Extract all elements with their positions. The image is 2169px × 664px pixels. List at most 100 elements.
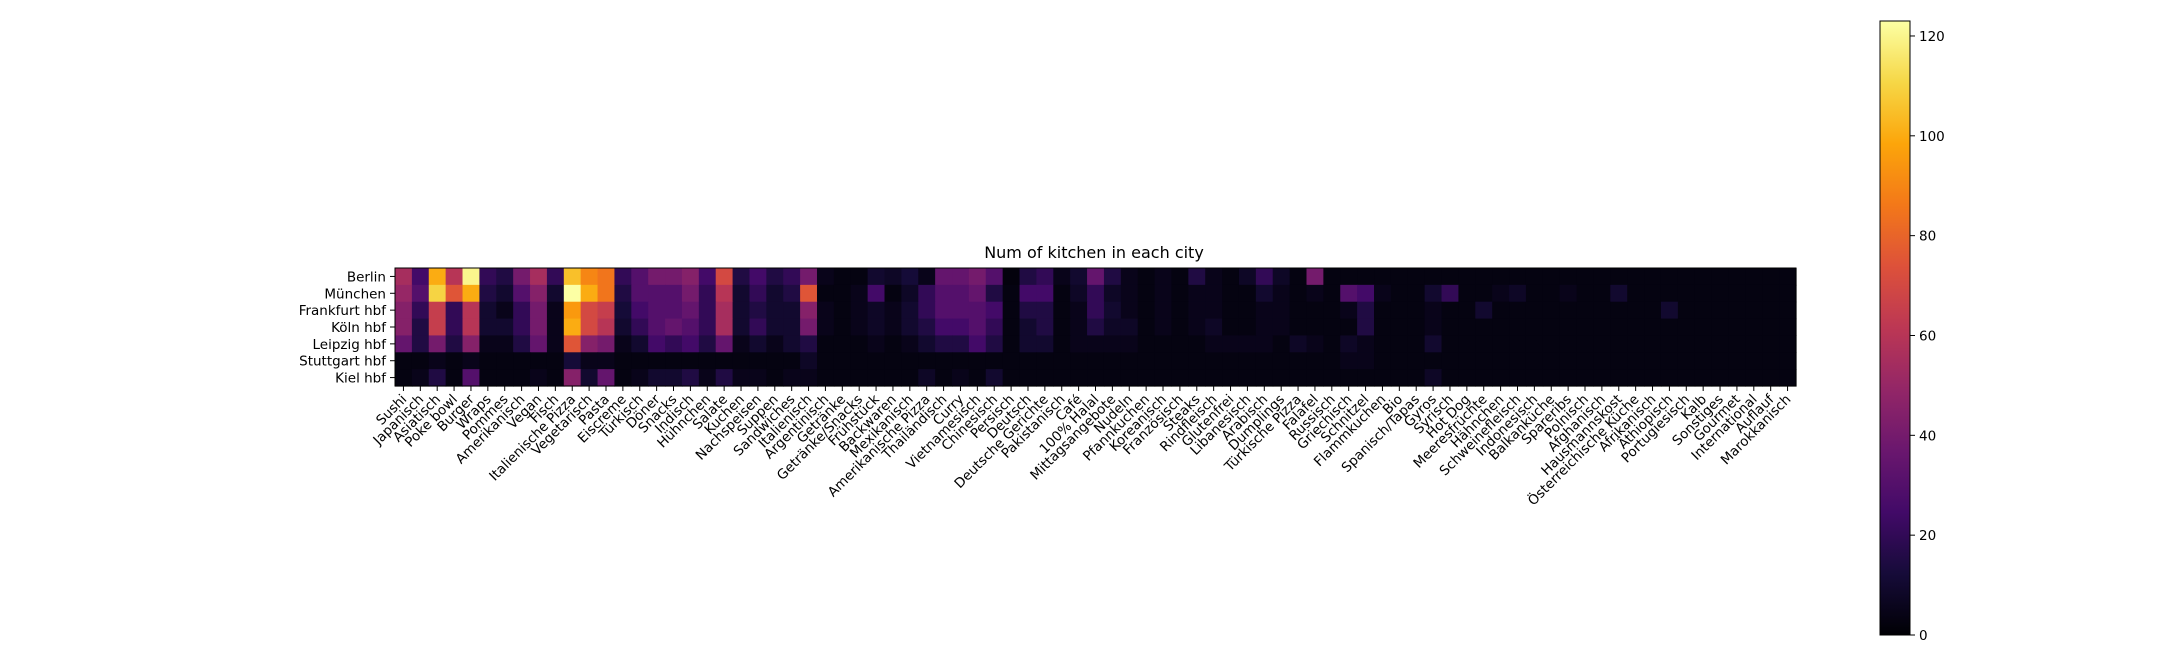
- heatmap-cell: [1103, 284, 1122, 303]
- heatmap-cell: [1644, 352, 1662, 370]
- heatmap-cell: [1711, 335, 1730, 353]
- heatmap-cell: [1205, 352, 1223, 370]
- heatmap-cell: [445, 369, 464, 387]
- heatmap-cell: [513, 284, 531, 303]
- heatmap-cell: [428, 369, 447, 387]
- heatmap-cell: [648, 301, 666, 320]
- heatmap-cell: [513, 318, 531, 337]
- heatmap-cell: [867, 301, 886, 320]
- heatmap-cell: [1644, 268, 1662, 286]
- heatmap-cell: [1357, 301, 1375, 320]
- heatmap-cell: [479, 268, 497, 286]
- heatmap-cell: [884, 318, 902, 337]
- heatmap-cell: [1087, 318, 1105, 337]
- heatmap-cell: [1222, 335, 1240, 353]
- heatmap-cell: [800, 335, 818, 353]
- colorbar-tick-label: 80: [1919, 229, 1936, 245]
- heatmap-cell: [1762, 301, 1780, 320]
- heatmap-cell: [1137, 318, 1156, 337]
- heatmap-cell: [1171, 301, 1189, 320]
- heatmap-cell: [1053, 268, 1071, 286]
- heatmap-cell: [1660, 352, 1679, 370]
- chart-title: Num of kitchen in each city: [984, 243, 1204, 262]
- heatmap-cell: [1728, 318, 1746, 337]
- heatmap-cell: [816, 369, 835, 387]
- heatmap-cell: [1306, 284, 1324, 303]
- colorbar-ticks: 0 20 40 60 80 100 120: [1910, 29, 1945, 644]
- heatmap-cell: [395, 369, 413, 387]
- heatmap-cell: [1644, 335, 1662, 353]
- heatmap-cell: [1272, 268, 1291, 286]
- heatmap-cell: [732, 352, 751, 370]
- heatmap-cell: [968, 318, 987, 337]
- heatmap-cell: [816, 268, 835, 286]
- heatmap-cell: [1593, 301, 1611, 320]
- heatmap-cell: [580, 268, 599, 286]
- heatmap-cell: [1542, 335, 1561, 353]
- heatmap-cell: [1070, 369, 1088, 387]
- heatmap-cell: [1525, 268, 1544, 286]
- heatmap-cell: [968, 352, 987, 370]
- heatmap-cell: [1745, 352, 1763, 370]
- heatmap-cell: [1779, 284, 1797, 303]
- heatmap-cell: [1627, 284, 1645, 303]
- heatmap-cell: [1070, 301, 1088, 320]
- heatmap-cell: [1154, 268, 1173, 286]
- heatmap-cell: [1745, 268, 1763, 286]
- heatmap-cell: [665, 268, 683, 286]
- heatmap-cell: [1053, 301, 1071, 320]
- heatmap-cell: [1103, 352, 1122, 370]
- heatmap-cell: [1390, 268, 1409, 286]
- heatmap-cell: [901, 301, 919, 320]
- heatmap-cell: [1306, 369, 1324, 387]
- heatmap-cell: [766, 268, 784, 286]
- heatmap-cell: [1475, 369, 1493, 387]
- heatmap-cell: [665, 318, 683, 337]
- heatmap-cell: [833, 369, 852, 387]
- heatmap-cell: [901, 268, 919, 286]
- heatmap-cell: [968, 369, 987, 387]
- heatmap-cell: [850, 301, 869, 320]
- colorbar-gradient: [1879, 20, 1911, 636]
- heatmap-cell: [1694, 268, 1713, 286]
- heatmap-cell: [1272, 369, 1291, 387]
- heatmap-cell: [681, 352, 700, 370]
- heatmap-cell: [1677, 318, 1696, 337]
- heatmap-cell: [766, 369, 784, 387]
- heatmap-cell: [1205, 335, 1223, 353]
- heatmap-cell: [1390, 318, 1409, 337]
- heatmap-cell: [1542, 369, 1561, 387]
- heatmap-cell: [1711, 284, 1730, 303]
- heatmap-cell: [530, 284, 548, 303]
- heatmap-cell: [1424, 268, 1443, 286]
- heatmap-cell: [1323, 369, 1341, 387]
- heatmap-cell: [833, 284, 852, 303]
- heatmap-cell: [715, 268, 734, 286]
- heatmap-cell: [985, 352, 1004, 370]
- heatmap-cell: [1002, 268, 1021, 286]
- heatmap-cell: [614, 318, 632, 337]
- heatmap-cell: [1103, 318, 1122, 337]
- heatmap-cell: [816, 352, 835, 370]
- heatmap-cell: [935, 301, 953, 320]
- heatmap-cell: [546, 318, 565, 337]
- heatmap-cell: [681, 284, 700, 303]
- row-label: Köln hbf: [331, 320, 387, 336]
- heatmap-cell: [1070, 352, 1088, 370]
- heatmap-cell: [1492, 268, 1510, 286]
- heatmap-cell: [1188, 284, 1206, 303]
- heatmap-cell: [1779, 335, 1797, 353]
- heatmap-cell: [563, 284, 582, 303]
- heatmap-cell: [1103, 301, 1122, 320]
- heatmap-cell: [546, 369, 565, 387]
- heatmap-cell: [1525, 369, 1544, 387]
- heatmap-cell: [1323, 318, 1341, 337]
- heatmap-cell: [783, 284, 801, 303]
- heatmap-cell: [1053, 335, 1071, 353]
- heatmap-cell: [1205, 284, 1223, 303]
- heatmap-cell: [1323, 284, 1341, 303]
- heatmap-cell: [1593, 352, 1611, 370]
- heatmap-cell: [631, 318, 649, 337]
